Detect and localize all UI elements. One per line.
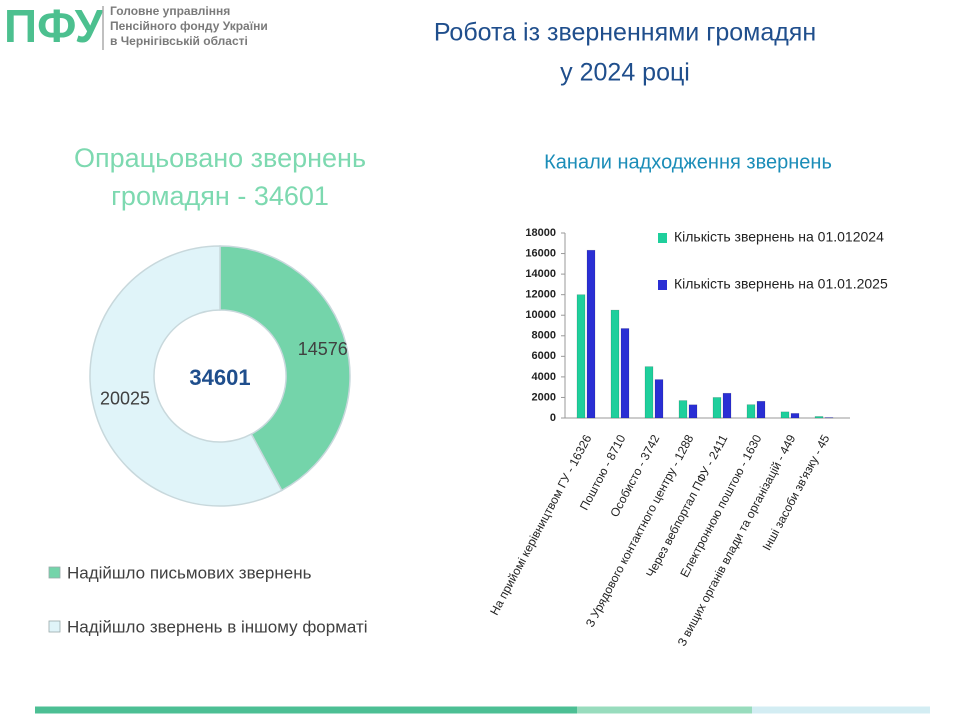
legend-marker bbox=[658, 280, 667, 290]
bar bbox=[576, 294, 586, 419]
chart-title: Канали надходження звернень bbox=[544, 151, 832, 173]
bar bbox=[586, 249, 596, 419]
bar bbox=[712, 397, 722, 419]
donut-slice bbox=[219, 245, 351, 492]
bar bbox=[610, 309, 620, 419]
legend-label: Кількість звернень на 01.012024 bbox=[674, 229, 884, 245]
donut-slice bbox=[89, 245, 283, 507]
y-tick-label: 18000 bbox=[525, 227, 556, 239]
legend-marker bbox=[658, 233, 667, 243]
legend-marker bbox=[48, 620, 61, 633]
bar bbox=[620, 328, 630, 419]
y-tick-label: 2000 bbox=[532, 391, 556, 403]
org-name: Головне управління bbox=[110, 4, 230, 18]
bar bbox=[814, 416, 824, 419]
bar bbox=[688, 404, 698, 419]
legend-label: Надійшло звернень в іншому форматі bbox=[67, 617, 368, 636]
value-label: 14576 bbox=[298, 339, 348, 359]
chart-title: громадян - 34601 bbox=[111, 181, 329, 211]
bar bbox=[644, 366, 654, 419]
value-label: 20025 bbox=[100, 389, 150, 409]
bar bbox=[654, 379, 664, 419]
slide-title: Робота із зверненнями громадян bbox=[434, 19, 816, 47]
y-tick-label: 6000 bbox=[532, 350, 556, 362]
bar bbox=[746, 404, 756, 419]
bar bbox=[722, 392, 732, 419]
y-tick-label: 14000 bbox=[525, 268, 556, 280]
bar bbox=[780, 411, 790, 419]
legend-label: Надійшло письмових звернень bbox=[67, 563, 312, 582]
center-label: 34601 bbox=[189, 365, 250, 390]
logo: ПФУ bbox=[4, 0, 105, 52]
slide-title: у 2024 році bbox=[560, 59, 690, 87]
bar bbox=[790, 413, 800, 419]
org-name: Пенсійного фонду України bbox=[110, 19, 268, 33]
y-tick-label: 10000 bbox=[525, 309, 556, 321]
org-name: в Чернігівській області bbox=[110, 34, 248, 48]
legend-label: Кількість звернень на 01.01.2025 bbox=[674, 276, 888, 292]
y-tick-label: 16000 bbox=[525, 247, 556, 259]
y-tick-label: 12000 bbox=[525, 289, 556, 301]
bar bbox=[756, 400, 766, 419]
y-tick-label: 8000 bbox=[532, 330, 556, 342]
legend-marker bbox=[48, 566, 61, 579]
bar bbox=[678, 400, 688, 419]
chart-title: Опрацьовано звернень bbox=[74, 143, 366, 173]
y-tick-label: 0 bbox=[550, 412, 556, 424]
y-tick-label: 4000 bbox=[532, 371, 556, 383]
